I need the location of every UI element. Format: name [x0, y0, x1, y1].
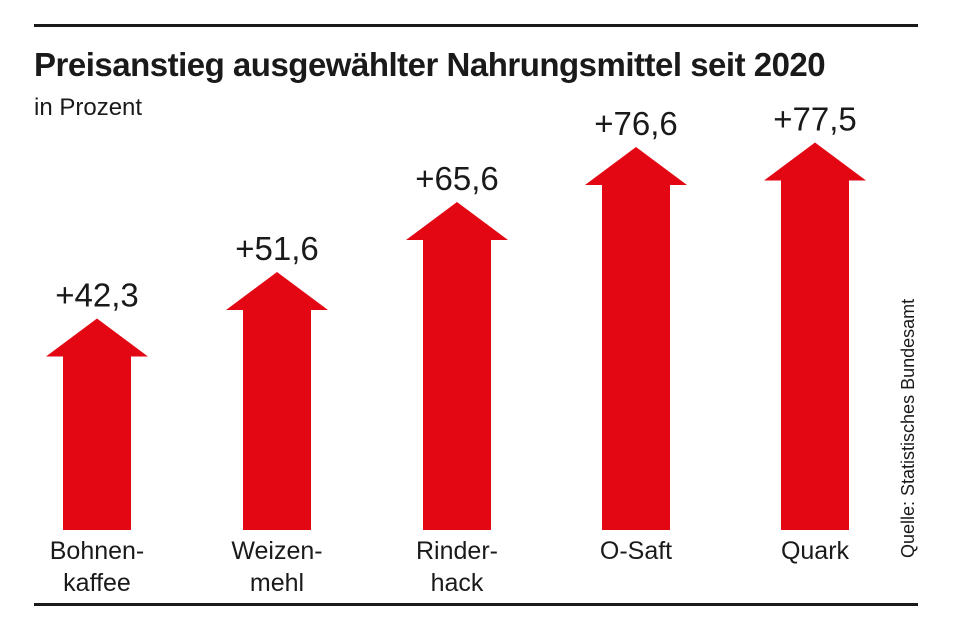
top-rule — [34, 24, 918, 27]
value-label-5: +77,5 — [773, 101, 857, 138]
category-label-2-line-1: Weizen- — [231, 537, 322, 565]
arrow-bar-2 — [226, 272, 328, 530]
source-note: Quelle: Statistisches Bundesamt — [898, 298, 918, 558]
arrow-bar-4 — [585, 147, 687, 530]
arrow-bar-1 — [46, 318, 148, 530]
chart-title: Preisanstieg ausgewählter Nahrungsmittel… — [34, 46, 826, 83]
category-label-1-line-1: Bohnen- — [50, 537, 145, 565]
category-label-5-line-1: Quark — [781, 537, 850, 565]
bottom-rule — [34, 603, 918, 606]
value-label-2: +51,6 — [235, 230, 319, 267]
chart-subtitle: in Prozent — [34, 94, 143, 121]
value-label-4: +76,6 — [594, 105, 678, 142]
value-label-1: +42,3 — [55, 277, 139, 314]
category-label-3-line-1: Rinder- — [416, 537, 498, 565]
category-label-1-line-2: kaffee — [63, 569, 131, 597]
category-label-2-line-2: mehl — [250, 569, 304, 597]
arrow-bar-5 — [764, 142, 866, 530]
category-label-4-line-1: O-Saft — [600, 537, 672, 565]
value-label-3: +65,6 — [415, 160, 499, 197]
category-label-3-line-2: hack — [431, 569, 484, 597]
arrow-bar-3 — [406, 202, 508, 530]
